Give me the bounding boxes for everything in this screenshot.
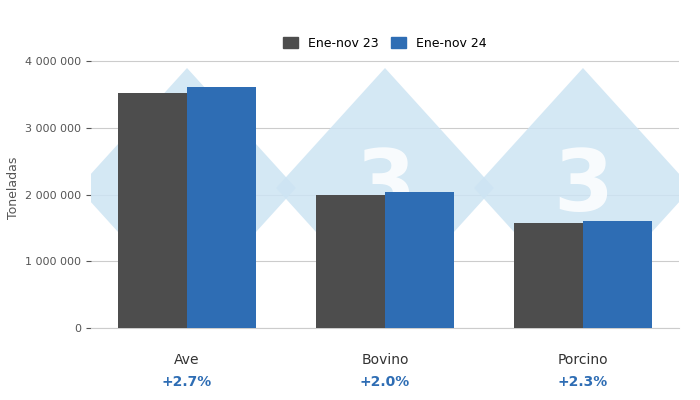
Bar (187, 87, 256, 328)
Text: 3: 3 (553, 146, 613, 230)
Bar (583, 221, 652, 328)
Text: Porcino: Porcino (558, 353, 608, 367)
Text: +2.3%: +2.3% (558, 375, 608, 389)
Text: +2.7%: +2.7% (162, 375, 212, 389)
Legend: Ene-nov 23, Ene-nov 24: Ene-nov 23, Ene-nov 24 (278, 32, 492, 55)
Text: 3: 3 (157, 146, 217, 230)
Text: 3: 3 (355, 146, 415, 230)
Bar (118, 93, 187, 328)
Bar (385, 192, 454, 328)
Text: Ave: Ave (174, 353, 200, 367)
Bar (514, 223, 583, 328)
Text: +2.0%: +2.0% (360, 375, 410, 389)
Polygon shape (474, 68, 692, 308)
Y-axis label: Toneladas: Toneladas (6, 157, 20, 219)
Text: Bovino: Bovino (361, 353, 409, 367)
Bar (316, 195, 385, 328)
Polygon shape (78, 68, 296, 308)
Polygon shape (276, 68, 494, 308)
